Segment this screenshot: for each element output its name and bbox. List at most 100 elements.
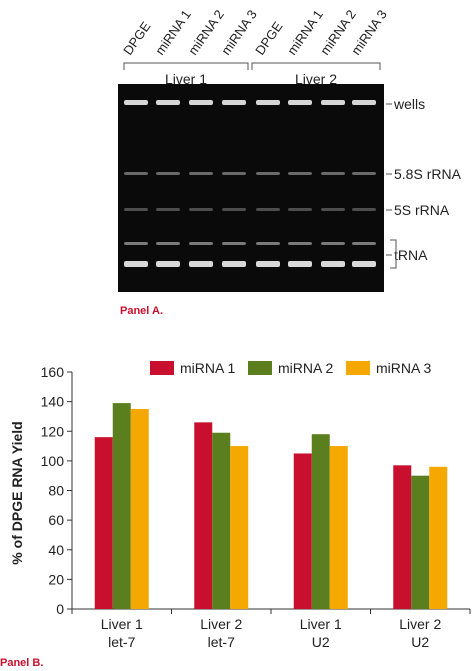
- gel-band: [321, 242, 345, 245]
- y-tick-label: 0: [56, 601, 64, 617]
- band-label: wells: [393, 96, 425, 112]
- band-label: tRNA: [394, 247, 428, 263]
- gel-band: [288, 172, 312, 175]
- gel-band: [156, 242, 180, 245]
- x-tick-label: Liver 1: [101, 616, 143, 632]
- bar: [212, 432, 231, 609]
- gel-band: [352, 242, 376, 245]
- x-tick-label: Liver 2: [399, 616, 441, 632]
- gel-band: [352, 261, 376, 267]
- gel-band: [288, 100, 312, 105]
- band-labels: wells 5.8S rRNA 5S rRNA tRNA: [386, 96, 462, 269]
- y-tick-label: 100: [41, 453, 65, 469]
- x-tick-label: let-7: [208, 634, 235, 650]
- gel-band: [124, 208, 148, 211]
- legend-label: miRNA 1: [180, 360, 235, 376]
- bar: [130, 409, 149, 609]
- gel-band: [288, 242, 312, 245]
- y-tick-label: 40: [48, 542, 64, 558]
- gel-band: [189, 208, 213, 211]
- gel-band: [124, 172, 148, 175]
- gel-band: [222, 100, 246, 105]
- lane-label: DPGE: [252, 19, 286, 58]
- y-tick-label: 60: [48, 512, 64, 528]
- x-tick-label: Liver 1: [300, 616, 342, 632]
- gel-band: [124, 242, 148, 245]
- gel-band: [321, 172, 345, 175]
- bar: [112, 403, 131, 609]
- bar: [411, 475, 430, 609]
- gel-band: [288, 208, 312, 211]
- gel-band: [256, 242, 280, 245]
- band-label: 5.8S rRNA: [394, 166, 462, 182]
- bar: [230, 446, 249, 609]
- group-label: Liver 1: [165, 71, 207, 87]
- gel-band: [321, 100, 345, 105]
- x-tick-label: U2: [411, 634, 429, 650]
- gel-band: [256, 172, 280, 175]
- bar: [293, 453, 312, 609]
- gel-band: [288, 261, 312, 267]
- gel-band: [222, 208, 246, 211]
- x-tick-label: Liver 2: [200, 616, 242, 632]
- y-tick-label: 80: [48, 483, 64, 499]
- group-brackets: Liver 1 Liver 2: [123, 62, 381, 87]
- gel-band: [222, 242, 246, 245]
- gel-band: [256, 208, 280, 211]
- gel-band: [321, 208, 345, 211]
- bar: [94, 437, 113, 609]
- gel-band: [222, 172, 246, 175]
- bar: [393, 465, 412, 609]
- group-bracket: [123, 62, 249, 70]
- x-tick-label: let-7: [108, 634, 135, 650]
- gel-band: [156, 261, 180, 267]
- group-label: Liver 2: [295, 71, 337, 87]
- gel-band: [156, 208, 180, 211]
- gel-band: [352, 208, 376, 211]
- gel-band: [189, 242, 213, 245]
- y-tick-label: 160: [41, 364, 65, 380]
- gel-band: [189, 172, 213, 175]
- y-axis-title: % of DPGE RNA Yield: [9, 421, 25, 564]
- gel-band: [352, 100, 376, 105]
- gel-bands: [124, 100, 376, 267]
- gel-band: [124, 100, 148, 105]
- legend-swatch: [346, 361, 370, 375]
- band-label: 5S rRNA: [394, 202, 450, 218]
- chart-legend: miRNA 1 miRNA 2 miRNA 3: [150, 360, 431, 376]
- y-tick-label: 20: [48, 571, 64, 587]
- group-bracket: [251, 62, 381, 70]
- gel-band: [352, 172, 376, 175]
- legend-label: miRNA 3: [376, 360, 431, 376]
- gel-band: [256, 100, 280, 105]
- gel-band: [222, 261, 246, 267]
- x-axis: Liver 1 let-7 Liver 2 let-7 Liver 1 U2 Liver 2…: [71, 608, 471, 650]
- panel-a-label: Panel A.: [120, 305, 163, 317]
- legend-swatch: [248, 361, 272, 375]
- gel-band: [189, 100, 213, 105]
- bar: [429, 466, 448, 609]
- gel-band: [156, 100, 180, 105]
- gel-band: [156, 172, 180, 175]
- lane-label: DPGE: [120, 19, 154, 58]
- y-tick-label: 140: [41, 394, 65, 410]
- trna-bracket: [390, 239, 397, 269]
- gel-band: [124, 261, 148, 267]
- bar-chart: miRNA 1 miRNA 2 miRNA 3 % of DPGE RNA Yiel…: [9, 360, 471, 650]
- y-tick-label: 120: [41, 423, 65, 439]
- gel-image: [118, 84, 384, 292]
- gel-band: [189, 261, 213, 267]
- gel-band: [321, 261, 345, 267]
- legend-swatch: [150, 361, 174, 375]
- x-tick-label: U2: [312, 634, 330, 650]
- bar: [194, 422, 213, 609]
- bar: [311, 434, 330, 609]
- bars: [94, 403, 448, 609]
- legend-label: miRNA 2: [278, 360, 333, 376]
- y-axis: 0 20 40 60 80 100 120 140 160: [41, 364, 73, 617]
- panel-b-label: Panel B.: [0, 657, 43, 669]
- gel-band: [256, 261, 280, 267]
